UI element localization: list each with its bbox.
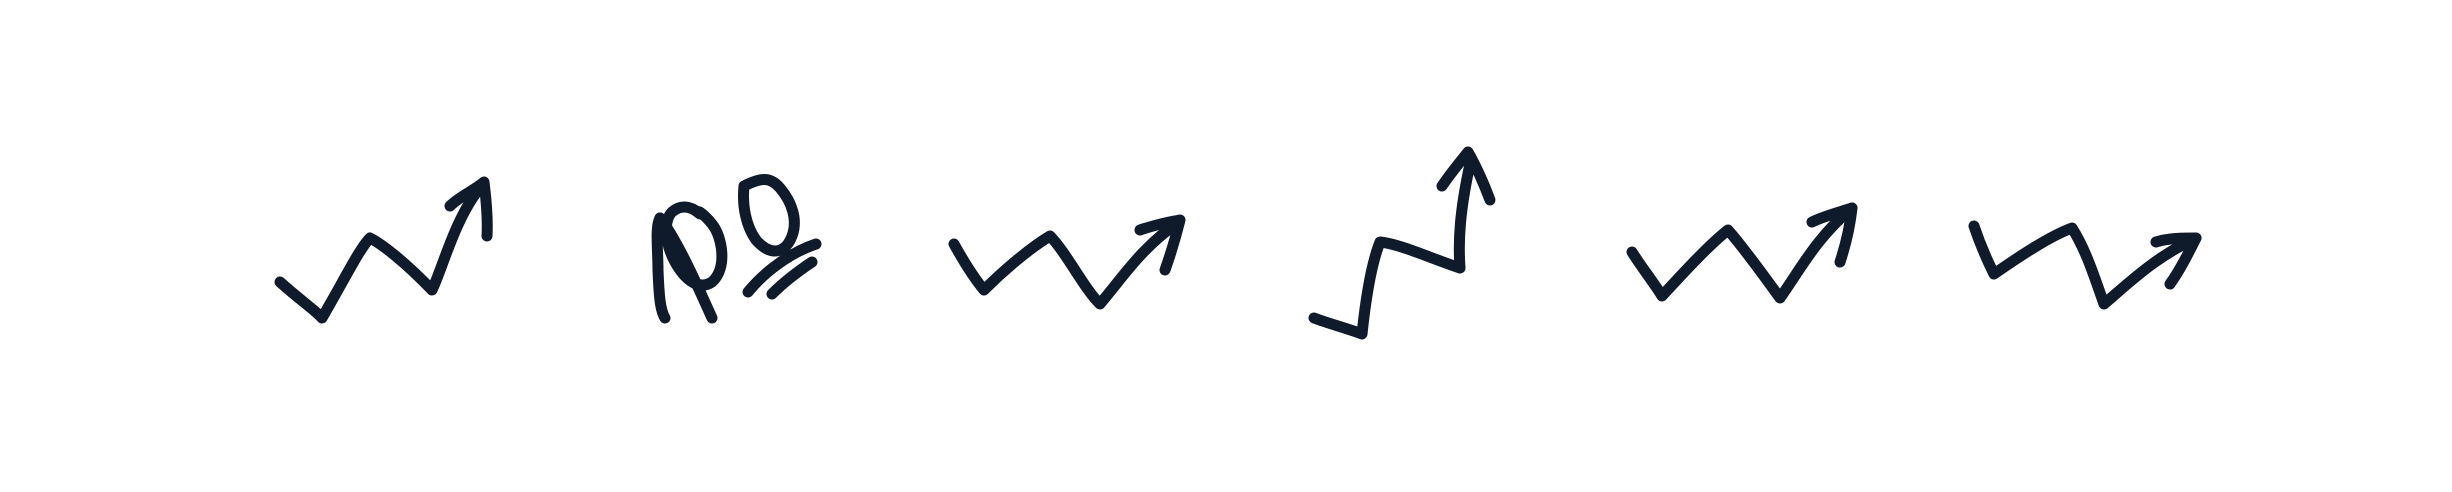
step-up-arrow-icon (1308, 146, 1496, 340)
trend-arrow-zigzag-icon (1626, 202, 1858, 304)
trend-arrow-zigzag-icon (948, 214, 1186, 310)
trend-arrow-zigzag-icon (1968, 220, 2202, 310)
hundred-scribble-icon (651, 174, 822, 324)
trend-arrow-zigzag-icon (274, 176, 493, 324)
